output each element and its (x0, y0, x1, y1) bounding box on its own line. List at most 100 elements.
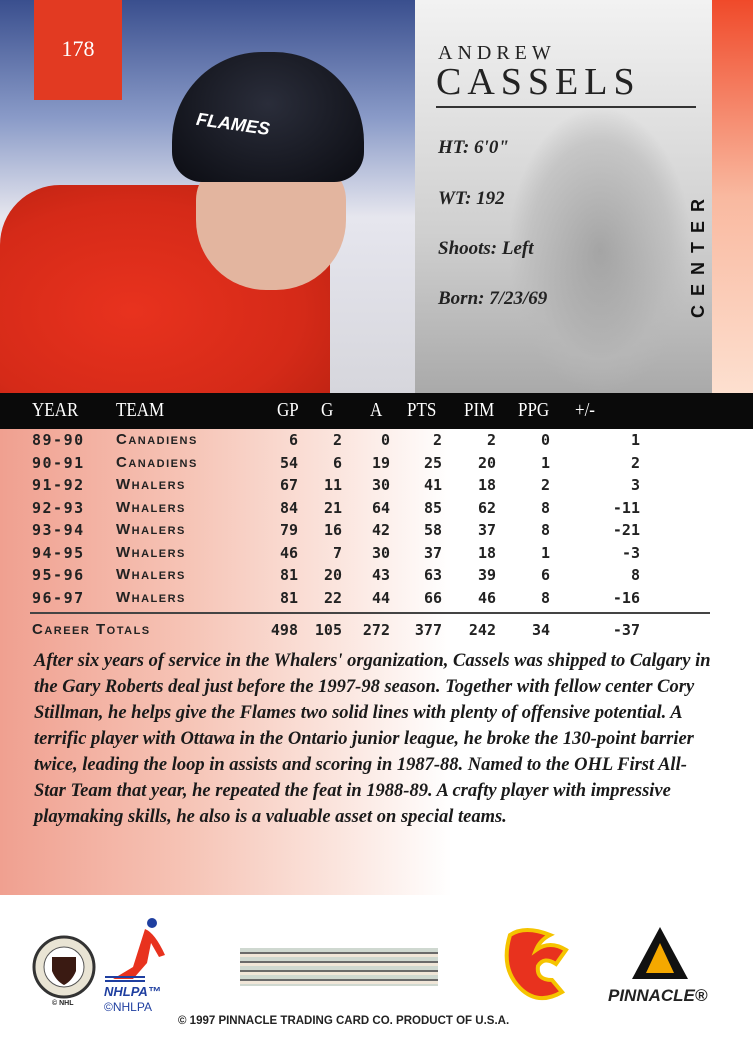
totals-rule (30, 612, 710, 614)
team: Whalers (116, 588, 186, 606)
stat-cell: 46 (477, 588, 496, 607)
total-cell: 272 (362, 621, 390, 639)
stat-cell: 7 (332, 543, 342, 562)
season-year: 90-91 (32, 453, 85, 472)
stat-cell: -3 (621, 543, 640, 562)
hologram (240, 948, 438, 986)
shoots: Shoots: Left (438, 238, 534, 259)
column-header: G (321, 399, 334, 421)
stat-cell: 30 (371, 543, 390, 562)
stat-cell: 64 (371, 498, 390, 517)
stat-cell: 20 (477, 453, 496, 472)
team: Whalers (116, 476, 186, 493)
season-year: 96-97 (32, 588, 85, 607)
season-year: 89-90 (32, 431, 85, 449)
stat-cell: 2 (332, 431, 342, 449)
season-year: 95-96 (32, 566, 85, 584)
stat-cell: 1 (540, 543, 550, 562)
stat-cell: 37 (423, 543, 442, 562)
total-cell: 242 (468, 621, 496, 639)
name-rule (436, 106, 696, 108)
born: Born: 7/23/69 (438, 288, 548, 309)
stat-cell: 46 (279, 543, 298, 562)
helmet: FLAMES (172, 52, 364, 182)
stat-cell: 6 (540, 566, 550, 584)
total-cell: 34 (531, 621, 550, 639)
stat-cell: 37 (477, 521, 496, 539)
stat-cell: 67 (279, 476, 298, 494)
stat-cell: 6 (332, 453, 342, 472)
flames-logo (504, 928, 569, 1000)
weight: WT: 192 (438, 188, 505, 209)
copyright: © 1997 PINNACLE TRADING CARD CO. PRODUCT… (178, 1015, 510, 1027)
nhlpa-copyright: ©NHLPA (104, 1000, 152, 1014)
stat-cell: 8 (540, 498, 550, 517)
stat-cell: 19 (371, 453, 390, 472)
stats-background (0, 395, 753, 895)
height: HT: 6'0" (438, 137, 509, 158)
stat-cell: 8 (540, 521, 550, 539)
team: Whalers (116, 521, 186, 538)
stat-cell: 22 (323, 588, 342, 607)
column-header: YEAR (32, 399, 79, 421)
season-year: 93-94 (32, 521, 85, 539)
stat-cell: 58 (423, 521, 442, 539)
team: Whalers (116, 498, 186, 516)
stat-cell: 42 (371, 521, 390, 539)
player-photo: FLAMES (0, 0, 415, 395)
stat-cell: -21 (612, 521, 640, 539)
stat-cell: 8 (540, 588, 550, 607)
stat-cell: 18 (477, 543, 496, 562)
side-strip (712, 0, 753, 395)
stat-cell: 44 (371, 588, 390, 607)
bio-text: After six years of service in the Whaler… (34, 651, 711, 827)
stat-cell: 0 (540, 431, 550, 449)
stat-cell: 2 (540, 476, 550, 494)
info-panel (415, 0, 712, 395)
team: Canadiens (116, 431, 198, 448)
nhl-copyright: © NHL (52, 1000, 74, 1007)
nhlpa-logo (105, 918, 165, 982)
stat-cell: 21 (323, 498, 342, 517)
team: Whalers (116, 566, 186, 583)
column-header: GP (277, 399, 299, 421)
stats-header (0, 393, 753, 429)
total-cell: 105 (314, 621, 342, 639)
stat-cell: -11 (612, 498, 640, 517)
stat-cell: 25 (423, 453, 442, 472)
stat-cell: -16 (612, 588, 640, 607)
total-cell: -37 (612, 621, 640, 639)
stat-cell: 2 (432, 431, 442, 449)
stat-cell: 39 (477, 566, 496, 584)
stat-cell: 81 (279, 588, 298, 607)
season-year: 91-92 (32, 476, 85, 494)
stat-cell: 81 (279, 566, 298, 584)
stat-cell: 30 (371, 476, 390, 494)
position: CENTER (688, 190, 708, 319)
stat-cell: 16 (323, 521, 342, 539)
season-year: 92-93 (32, 498, 85, 517)
stat-cell: 8 (630, 566, 640, 584)
stat-cell: 2 (486, 431, 496, 449)
column-header: PPG (518, 399, 550, 421)
stat-cell: 62 (477, 498, 496, 517)
stat-cell: 54 (279, 453, 298, 472)
stat-cell: 85 (423, 498, 442, 517)
stat-cell: 6 (288, 431, 298, 449)
stat-cell: 0 (380, 431, 390, 449)
stat-cell: 1 (540, 453, 550, 472)
column-header: TEAM (116, 399, 165, 421)
first-name: ANDREW (438, 42, 556, 64)
card-number: 178 (34, 0, 122, 100)
season-year: 94-95 (32, 543, 85, 562)
last-name: CASSELS (436, 61, 641, 103)
stat-cell: 63 (423, 566, 442, 584)
helmet-text: FLAMES (195, 108, 272, 140)
stat-cell: 11 (323, 476, 342, 494)
pinnacle-logo (632, 927, 688, 979)
stat-cell: 66 (423, 588, 442, 607)
stat-cell: 79 (279, 521, 298, 539)
stat-cell: 43 (371, 566, 390, 584)
column-header: PIM (464, 399, 495, 421)
stat-cell: 41 (423, 476, 442, 494)
